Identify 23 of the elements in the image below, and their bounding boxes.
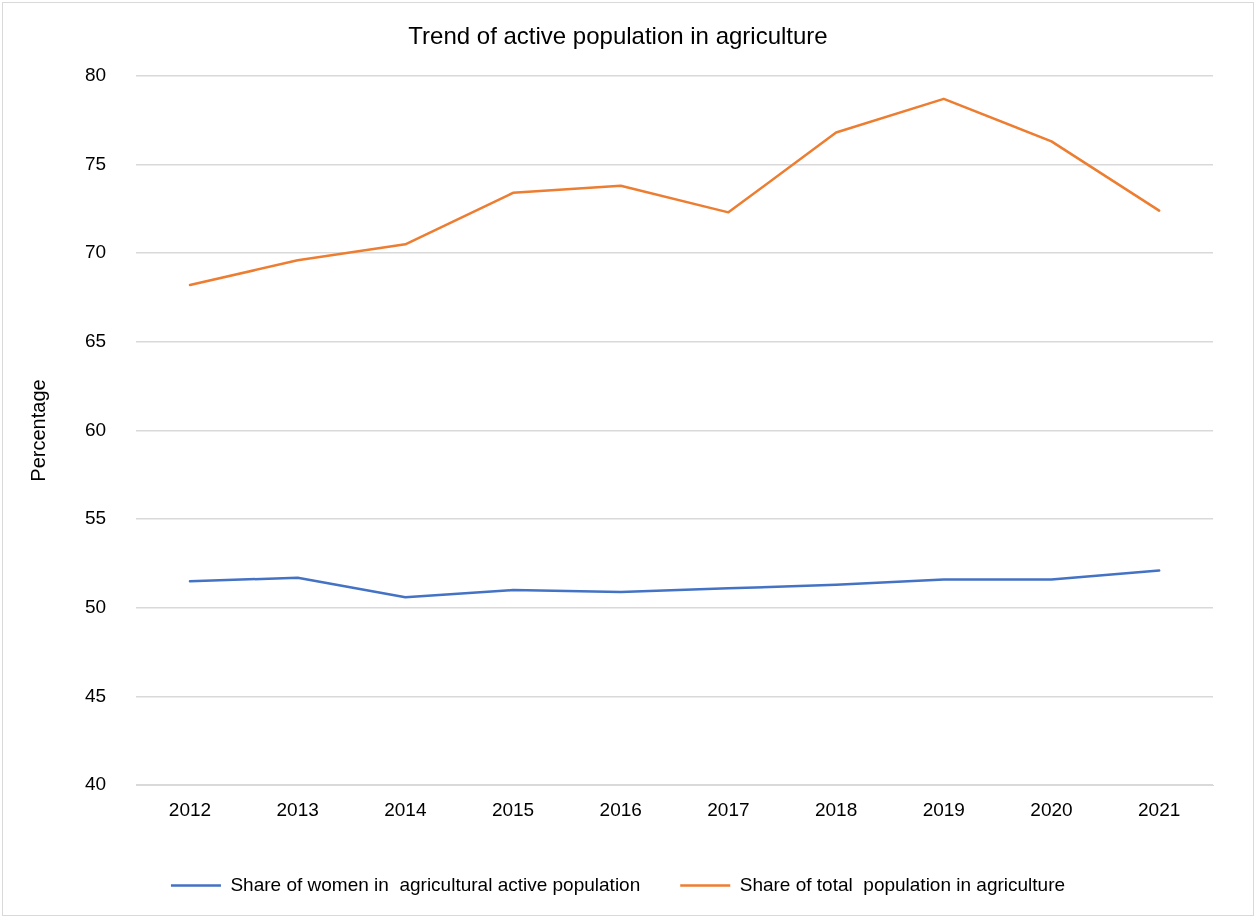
legend-label: Share of women in agricultural active population <box>230 873 641 895</box>
x-tick-label: 2020 <box>1030 798 1073 820</box>
x-tick-label: 2016 <box>599 798 642 820</box>
y-tick-label: 55 <box>84 507 107 529</box>
y-tick-label: 50 <box>84 596 107 618</box>
x-tick-label: 2015 <box>491 798 535 820</box>
y-tick-label: 60 <box>84 418 107 440</box>
y-tick-label: 65 <box>84 330 107 352</box>
x-tick-label: 2019 <box>922 798 965 820</box>
x-tick-label: 2021 <box>1138 798 1181 820</box>
x-tick-label: 2014 <box>384 798 427 820</box>
legend-label: Share of total population in agriculture <box>739 873 1066 895</box>
y-tick-label: 80 <box>84 64 107 86</box>
y-tick-label: 75 <box>84 152 107 174</box>
x-tick-label: 2013 <box>276 798 319 820</box>
x-tick-label: 2018 <box>814 798 858 820</box>
y-tick-label: 70 <box>84 241 107 263</box>
y-tick-label: 40 <box>84 773 107 795</box>
y-tick-label: 45 <box>84 684 107 706</box>
x-tick-label: 2017 <box>707 798 750 820</box>
chart-title: Trend of active population in agriculture <box>408 22 828 50</box>
y-axis-title: Percentage <box>26 379 49 482</box>
x-tick-label: 2012 <box>168 798 212 820</box>
